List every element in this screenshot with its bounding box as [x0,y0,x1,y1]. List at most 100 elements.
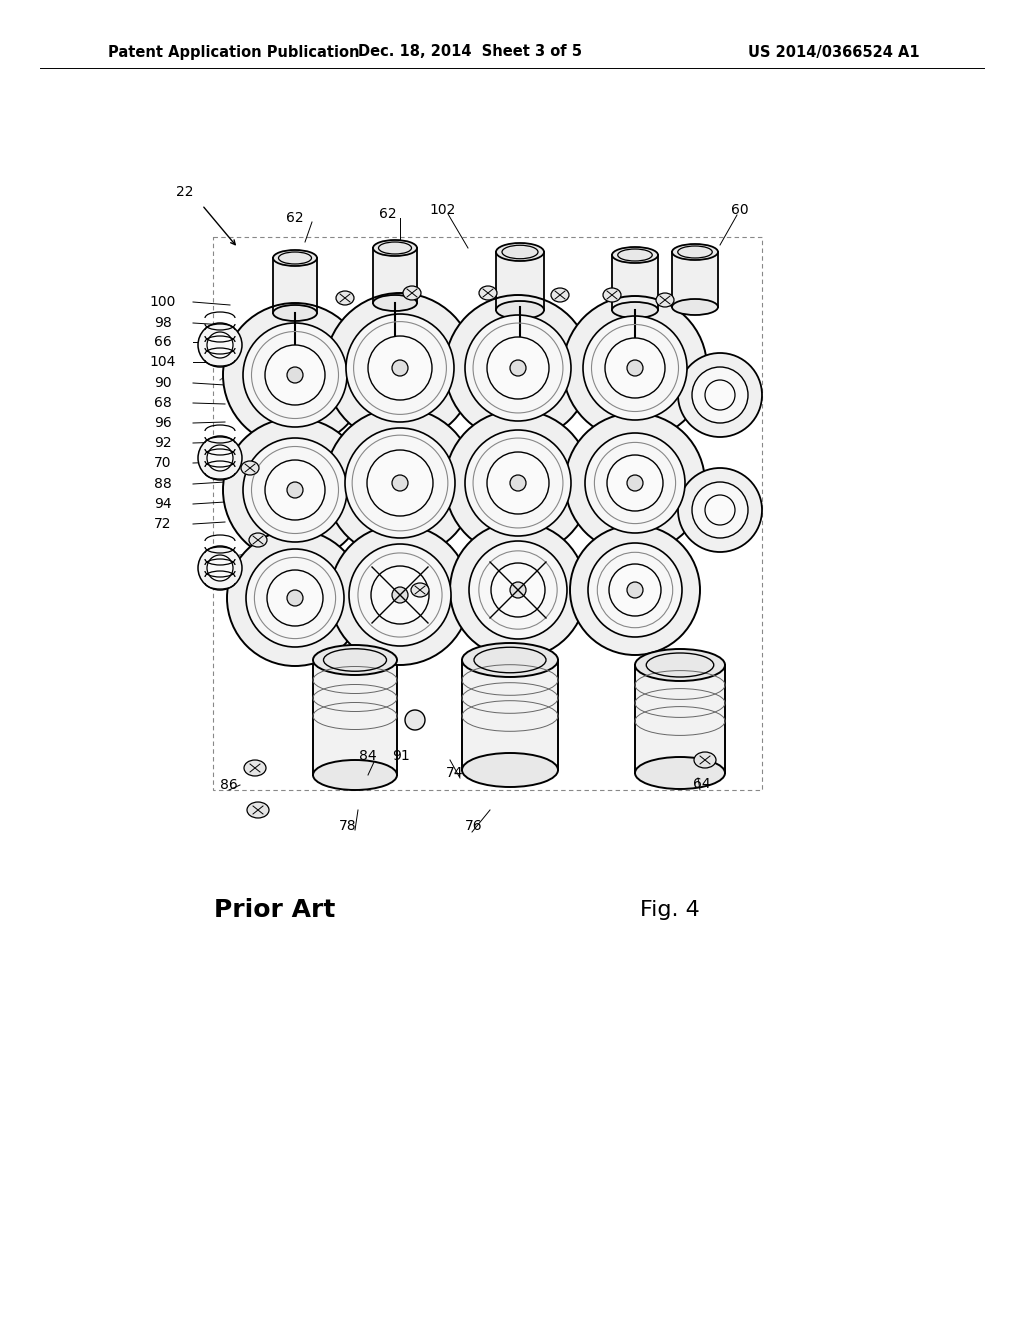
Circle shape [583,315,687,420]
Circle shape [607,455,663,511]
Circle shape [465,315,571,421]
Text: Dec. 18, 2014  Sheet 3 of 5: Dec. 18, 2014 Sheet 3 of 5 [358,45,582,59]
Text: 91: 91 [392,748,410,763]
Text: 74: 74 [446,766,464,780]
Text: 96: 96 [155,416,172,430]
Circle shape [465,430,571,536]
Circle shape [445,294,591,441]
Circle shape [287,482,303,498]
Text: 64: 64 [693,777,711,791]
Bar [635,665,725,774]
Ellipse shape [403,286,421,300]
Ellipse shape [635,756,725,789]
Circle shape [588,543,682,638]
Text: 100: 100 [150,294,176,309]
Circle shape [265,459,325,520]
Text: 86: 86 [220,777,238,792]
Circle shape [325,293,475,444]
Text: 62: 62 [379,207,397,220]
Ellipse shape [273,249,317,267]
Circle shape [392,587,408,603]
Circle shape [445,411,591,556]
Circle shape [565,413,705,553]
Circle shape [287,367,303,383]
Circle shape [198,546,242,590]
Circle shape [207,445,233,471]
Text: 60: 60 [731,203,749,216]
Circle shape [692,367,748,422]
Circle shape [487,337,549,399]
Circle shape [469,541,567,639]
Circle shape [585,433,685,533]
Ellipse shape [313,645,397,675]
Ellipse shape [462,752,558,787]
Text: 102: 102 [430,203,456,216]
Ellipse shape [551,288,569,302]
Circle shape [705,380,735,411]
Ellipse shape [373,294,417,312]
Circle shape [349,544,451,645]
Text: Fig. 4: Fig. 4 [640,900,699,920]
Circle shape [265,345,325,405]
Circle shape [678,352,762,437]
Ellipse shape [694,752,716,768]
Circle shape [330,525,470,665]
Ellipse shape [373,240,417,256]
Circle shape [510,582,526,598]
Circle shape [207,554,233,581]
Ellipse shape [612,302,658,318]
Circle shape [490,564,545,616]
Circle shape [367,450,433,516]
Circle shape [692,482,748,539]
Ellipse shape [462,643,558,677]
Circle shape [570,525,700,655]
Circle shape [198,436,242,480]
Circle shape [345,428,455,539]
Bar [213,238,762,789]
Ellipse shape [247,803,269,818]
Circle shape [705,495,735,525]
Circle shape [510,360,526,376]
Circle shape [627,475,643,491]
Ellipse shape [336,290,354,305]
Text: 88: 88 [155,477,172,491]
Ellipse shape [656,293,674,308]
Circle shape [223,304,367,447]
Ellipse shape [612,247,658,263]
Text: 104: 104 [150,355,176,370]
Circle shape [605,338,665,399]
Circle shape [346,314,454,422]
Circle shape [510,475,526,491]
Circle shape [450,521,586,657]
Text: 68: 68 [155,396,172,411]
Ellipse shape [603,288,621,302]
Bar [273,257,317,313]
Ellipse shape [496,243,544,261]
Bar [612,255,658,310]
Text: 84: 84 [359,748,377,763]
Bar [462,660,558,770]
Ellipse shape [635,649,725,681]
Circle shape [267,570,323,626]
Ellipse shape [313,760,397,789]
Ellipse shape [672,244,718,260]
Circle shape [392,475,408,491]
Text: 66: 66 [155,335,172,348]
Text: 98: 98 [155,315,172,330]
Circle shape [487,451,549,513]
Bar [313,660,397,775]
Circle shape [406,710,425,730]
Text: US 2014/0366524 A1: US 2014/0366524 A1 [749,45,920,59]
Text: 62: 62 [286,211,304,224]
Ellipse shape [479,286,497,300]
Circle shape [371,566,429,624]
Circle shape [392,360,408,376]
Circle shape [246,549,344,647]
Text: 94: 94 [155,498,172,511]
Circle shape [325,408,475,558]
Circle shape [609,564,662,616]
Circle shape [207,333,233,358]
Circle shape [198,323,242,367]
Text: Prior Art: Prior Art [214,898,336,921]
Ellipse shape [411,583,429,597]
